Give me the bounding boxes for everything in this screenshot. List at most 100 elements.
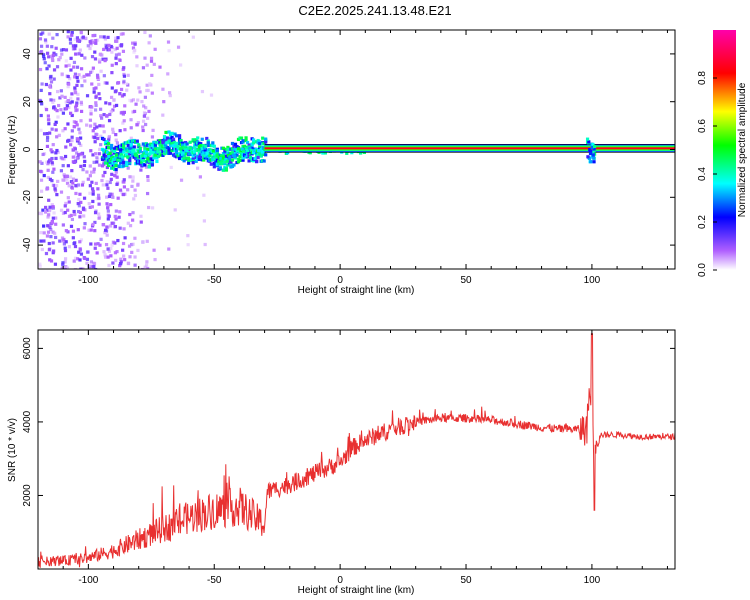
spectrogram-cell <box>262 149 266 153</box>
spectrogram-cell <box>39 178 44 182</box>
snr-y-tick-label: 2000 <box>22 484 33 507</box>
spectrogram-cell <box>64 48 69 52</box>
spectrogram-cell <box>76 97 80 101</box>
spectrogram-cell <box>245 148 249 152</box>
spectrogram-cell <box>114 163 118 168</box>
spectrogram-cell <box>106 142 111 146</box>
spectrogram-cell <box>118 188 123 192</box>
spectrogram-cell <box>91 189 95 193</box>
spectrogram-cell <box>116 81 121 85</box>
spectrogram-cell <box>228 155 232 159</box>
spectrogram-cell <box>48 131 52 135</box>
spectrogram-cell <box>70 135 74 139</box>
spectrogram-cell <box>232 148 236 152</box>
spectrogram-cell <box>41 53 46 57</box>
spectrogram-cell <box>73 154 77 158</box>
spectrogram-cell <box>97 216 101 220</box>
spectrogram-cell <box>141 119 146 123</box>
spectrogram-cell <box>46 114 50 118</box>
spectrogram-cell <box>45 67 49 71</box>
spectrogram-cell <box>107 214 111 218</box>
spectrogram-cell <box>94 267 98 269</box>
spectrogram-cell <box>152 248 156 252</box>
spectrogram-cell <box>111 127 115 131</box>
colorbar: 0.0 0.2 0.4 0.6 0.8 Normalized spectral ampl… <box>697 30 748 277</box>
spectrogram-cell <box>181 151 185 155</box>
spectrogram-cell <box>69 56 73 60</box>
spectrogram-cell <box>186 243 190 247</box>
spectrogram-cell <box>167 247 171 251</box>
spectrogram-cell <box>252 141 256 145</box>
spectrogram-cell <box>91 222 95 227</box>
spectrogram-cell <box>102 35 106 39</box>
spectrogram-cell <box>101 124 105 128</box>
spectrogram-cell <box>114 170 118 174</box>
spectrogram-cell <box>48 247 52 251</box>
spectrogram-y-label: Frequency (Hz) <box>7 116 18 185</box>
spectrogram-cell <box>176 45 181 49</box>
spectrogram-cell <box>89 260 94 264</box>
spectrogram-cell <box>206 139 210 143</box>
spectrogram-cell <box>73 72 78 76</box>
spectrogram-cell <box>254 147 258 152</box>
spectrogram-cell <box>97 212 101 216</box>
spectrogram-cell <box>72 60 77 65</box>
spectrogram-cell <box>71 229 76 233</box>
spectrogram-cell <box>44 107 49 112</box>
spectrogram-cell <box>89 41 93 45</box>
spectrogram-cell <box>42 132 47 136</box>
spectrogram-cell <box>81 35 85 39</box>
spectrogram-cell <box>79 252 84 256</box>
spectrogram-cell <box>106 35 110 39</box>
spectrogram-cell <box>76 38 81 42</box>
spectrogram-cell <box>66 230 70 234</box>
spectrogram-cell <box>75 123 79 127</box>
spectrogram-cell <box>199 143 203 148</box>
spectrogram-cell <box>79 238 84 242</box>
spectrogram-cell <box>67 200 71 204</box>
spectrogram-cell <box>45 51 50 55</box>
spectrogram-cell <box>591 153 595 157</box>
spectrogram-cell <box>76 79 80 83</box>
spectrogram-cell <box>141 156 145 160</box>
spectrogram-cell <box>182 156 186 160</box>
spectrogram-cell <box>233 142 238 146</box>
spectrogram-cell <box>59 108 63 112</box>
spectrogram-cell <box>52 249 56 253</box>
spectrogram-cell <box>68 101 72 105</box>
spectrogram-cell <box>109 202 113 207</box>
spectrogram-cell <box>108 192 112 196</box>
spectrogram-cell <box>130 250 134 254</box>
spectrogram-cell <box>86 250 90 254</box>
spectrogram-cell <box>67 184 71 188</box>
spectrogram-cell <box>116 196 120 200</box>
spectrogram-cell <box>92 160 96 164</box>
spectrogram-cell <box>66 85 70 89</box>
spectrogram-cell <box>103 37 107 41</box>
spectrogram-cell <box>118 58 122 62</box>
spectrogram-cell <box>179 63 183 67</box>
spectrogram-cell <box>93 33 97 38</box>
spectrogram-cell <box>93 136 97 140</box>
spectrogram-cell <box>106 206 110 210</box>
spectrogram-cell <box>68 41 73 45</box>
spectrogram-cell <box>66 30 70 34</box>
spectrogram-cell <box>150 135 155 139</box>
spectrogram-cell <box>173 132 177 136</box>
spectrogram-cell <box>126 188 130 192</box>
spectrogram-cell <box>161 87 165 91</box>
spectrogram-cell <box>90 82 94 86</box>
spectrogram-cell <box>250 146 254 150</box>
spectrogram-cell <box>61 239 65 243</box>
spectrogram-cell <box>209 93 214 97</box>
spectrogram-heatmap <box>38 30 675 269</box>
spectrogram-cell <box>67 138 71 142</box>
spectrogram-cell <box>131 211 135 215</box>
spectrogram-cell <box>167 49 171 53</box>
spectrogram-cell <box>133 236 137 240</box>
spectrogram-cell <box>50 203 54 207</box>
spectrogram-cell <box>78 192 82 196</box>
spectrogram-cell <box>131 98 136 102</box>
spectrogram-cell <box>83 36 88 40</box>
spectrogram-cell <box>83 256 87 260</box>
